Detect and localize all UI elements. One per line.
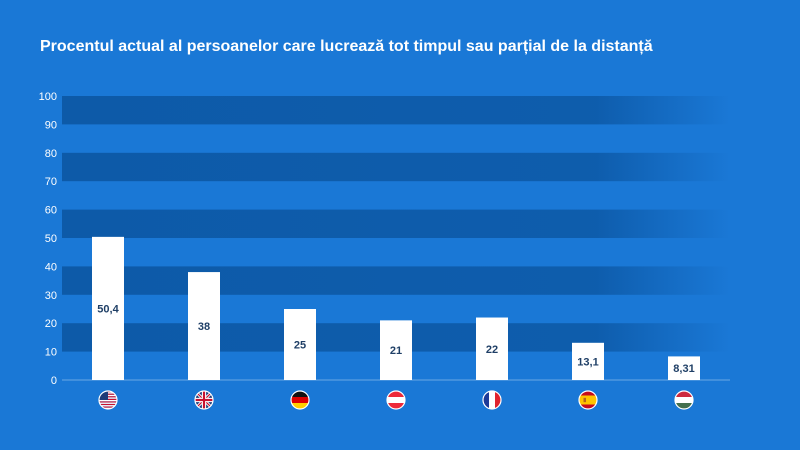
chart-title: Procentul actual al persoanelor care luc… bbox=[40, 38, 653, 55]
germany-flag-icon bbox=[290, 390, 310, 410]
bar bbox=[572, 342, 604, 380]
y-tick-label: 20 bbox=[45, 318, 57, 330]
bar bbox=[668, 356, 700, 380]
data-label: 22 bbox=[486, 344, 498, 356]
bars: 50,4 38 25 21 22 13,1 8,31 bbox=[92, 236, 700, 380]
y-axis: 0 10 20 30 40 50 60 70 80 90 100 bbox=[39, 91, 730, 387]
y-tick-label: 60 bbox=[45, 205, 57, 217]
hungary-flag-icon bbox=[674, 390, 694, 410]
grid-band bbox=[62, 152, 730, 182]
france-flag-icon bbox=[482, 390, 502, 410]
y-tick-label: 70 bbox=[45, 176, 57, 188]
us-flag-icon bbox=[98, 390, 118, 410]
bar bbox=[284, 309, 316, 380]
uk-flag-icon bbox=[194, 390, 214, 410]
data-label: 38 bbox=[198, 321, 210, 333]
data-label: 50,4 bbox=[97, 303, 119, 315]
y-tick-label: 40 bbox=[45, 261, 57, 273]
x-axis-flags bbox=[98, 390, 694, 410]
data-label: 25 bbox=[294, 340, 306, 352]
y-tick-label: 10 bbox=[45, 347, 57, 359]
data-label: 13,1 bbox=[577, 356, 598, 368]
data-label: 8,31 bbox=[673, 363, 694, 375]
grid-band bbox=[62, 96, 730, 125]
y-tick-label: 90 bbox=[45, 119, 57, 131]
y-tick-label: 80 bbox=[45, 148, 57, 160]
grid-band bbox=[62, 266, 730, 295]
bar bbox=[380, 320, 412, 380]
spain-flag-icon bbox=[578, 390, 598, 410]
data-label: 21 bbox=[390, 345, 402, 357]
y-tick-label: 50 bbox=[45, 233, 57, 245]
grid-bands bbox=[62, 96, 730, 352]
y-tick-label: 30 bbox=[45, 290, 57, 302]
grid-band bbox=[62, 209, 730, 238]
bar bbox=[476, 317, 508, 380]
y-tick-label: 0 bbox=[51, 375, 57, 387]
y-tick-label: 100 bbox=[39, 91, 57, 103]
bar bbox=[188, 272, 220, 380]
bar bbox=[92, 236, 124, 380]
austria-flag-icon bbox=[386, 390, 406, 410]
